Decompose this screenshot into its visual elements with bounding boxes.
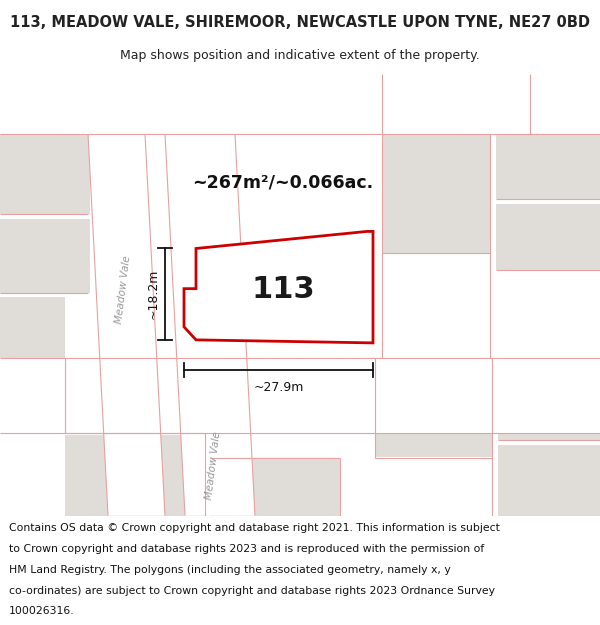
Polygon shape xyxy=(0,297,65,360)
Polygon shape xyxy=(210,458,340,516)
Polygon shape xyxy=(382,74,530,134)
Polygon shape xyxy=(530,74,600,134)
Text: 100026316.: 100026316. xyxy=(9,606,74,616)
Text: ~18.2m: ~18.2m xyxy=(146,269,160,319)
Text: ~27.9m: ~27.9m xyxy=(253,381,304,394)
Polygon shape xyxy=(496,134,600,199)
Polygon shape xyxy=(165,134,255,516)
Text: co-ordinates) are subject to Crown copyright and database rights 2023 Ordnance S: co-ordinates) are subject to Crown copyr… xyxy=(9,586,495,596)
Polygon shape xyxy=(496,204,600,269)
Text: Contains OS data © Crown copyright and database right 2021. This information is : Contains OS data © Crown copyright and d… xyxy=(9,523,500,533)
Text: to Crown copyright and database rights 2023 and is reproduced with the permissio: to Crown copyright and database rights 2… xyxy=(9,544,484,554)
Polygon shape xyxy=(498,446,600,516)
Text: Meadow Vale: Meadow Vale xyxy=(204,431,222,500)
Polygon shape xyxy=(498,370,600,440)
Text: 113, MEADOW VALE, SHIREMOOR, NEWCASTLE UPON TYNE, NE27 0BD: 113, MEADOW VALE, SHIREMOOR, NEWCASTLE U… xyxy=(10,14,590,29)
Polygon shape xyxy=(88,134,165,516)
Polygon shape xyxy=(382,134,490,252)
Polygon shape xyxy=(375,370,492,458)
Text: HM Land Registry. The polygons (including the associated geometry, namely x, y: HM Land Registry. The polygons (includin… xyxy=(9,565,451,575)
Text: ~267m²/~0.066ac.: ~267m²/~0.066ac. xyxy=(193,173,374,191)
Polygon shape xyxy=(0,358,600,433)
Text: Map shows position and indicative extent of the property.: Map shows position and indicative extent… xyxy=(120,49,480,62)
Polygon shape xyxy=(65,435,205,516)
Polygon shape xyxy=(184,231,373,343)
Polygon shape xyxy=(0,219,90,292)
Text: Meadow Vale: Meadow Vale xyxy=(114,255,132,324)
Polygon shape xyxy=(0,74,600,134)
Polygon shape xyxy=(0,134,90,214)
Text: 113: 113 xyxy=(251,275,315,304)
